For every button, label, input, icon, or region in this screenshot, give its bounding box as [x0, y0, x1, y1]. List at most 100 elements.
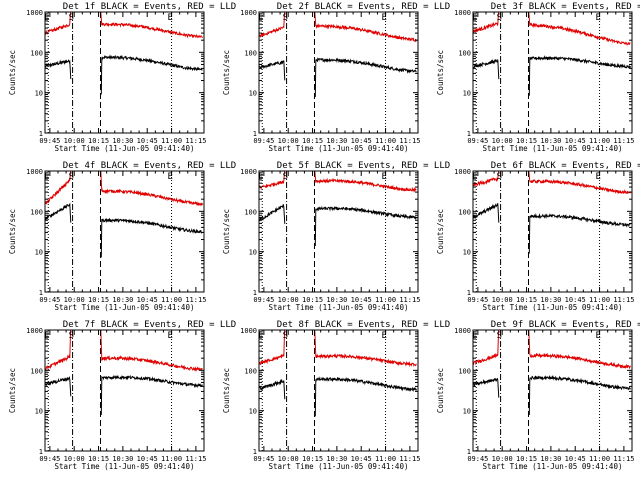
y-tick-label: 100: [458, 208, 471, 216]
y-axis-label: Counts/sec: [436, 209, 445, 254]
x-tick-label: 10:30: [112, 296, 133, 304]
series-line: [473, 59, 500, 80]
marker-label: S: [69, 331, 74, 341]
x-tick-label: 10:15: [302, 296, 323, 304]
series-line: [45, 202, 72, 223]
series-line: [528, 329, 631, 370]
x-tick-label: 09:45: [467, 137, 488, 145]
y-tick-label: 1000: [240, 9, 257, 17]
y-tick-label: 1: [39, 289, 43, 297]
x-axis-label: Start Time (11-Jun-05 09:41:40): [55, 144, 195, 153]
y-tick-label: 10: [35, 408, 43, 416]
y-tick-label: 100: [30, 367, 43, 375]
x-tick-label: 09:45: [253, 455, 274, 463]
marker-label: E: [596, 172, 601, 182]
x-tick-label: 10:45: [351, 455, 372, 463]
y-axis-label: Counts/sec: [222, 50, 231, 95]
x-tick-label: 11:00: [589, 455, 610, 463]
x-tick-label: 10:30: [326, 455, 347, 463]
x-tick-label: 10:30: [326, 137, 347, 145]
x-tick-label: 11:00: [589, 137, 610, 145]
x-tick-label: 10:15: [302, 455, 323, 463]
x-tick-label: 11:15: [185, 455, 206, 463]
plot-frame: [258, 11, 419, 134]
series-line: [528, 170, 631, 194]
series-line: [314, 205, 417, 247]
chart-title: Det 6f BLACK = Events, RED = LLD: [491, 161, 640, 171]
y-tick-label: 100: [244, 49, 257, 57]
x-tick-label: 10:00: [278, 455, 299, 463]
x-tick-label: 10:15: [88, 137, 109, 145]
x-tick-label: 10:30: [112, 137, 133, 145]
x-tick-label: 10:00: [492, 137, 513, 145]
y-tick-label: 1000: [454, 168, 471, 176]
series-line: [528, 55, 631, 96]
series-line: [314, 329, 417, 368]
y-tick-label: 100: [30, 49, 43, 57]
y-axis-label: Counts/sec: [222, 368, 231, 413]
x-tick-label: 11:15: [185, 137, 206, 145]
x-tick-label: 09:45: [253, 137, 274, 145]
x-tick-label: 10:45: [565, 296, 586, 304]
y-tick-label: 100: [458, 367, 471, 375]
x-tick-label: 11:00: [375, 137, 396, 145]
y-tick-label: 10: [463, 408, 471, 416]
x-tick-label: 11:00: [161, 296, 182, 304]
marker-label: S: [283, 172, 288, 182]
x-tick-label: 11:15: [185, 296, 206, 304]
x-tick-label: 11:00: [161, 455, 182, 463]
y-tick-label: 1: [39, 130, 43, 138]
marker-label: S: [497, 13, 502, 23]
y-tick-label: 1000: [26, 327, 43, 335]
series-line: [473, 377, 500, 398]
x-tick-label: 10:00: [64, 455, 85, 463]
x-tick-label: 10:15: [88, 455, 109, 463]
x-tick-label: 11:00: [589, 296, 610, 304]
marker-label: E: [382, 331, 387, 341]
marker-label: E: [596, 13, 601, 23]
series-line: [45, 375, 72, 397]
detector-panel: Det 8f BLACK = Events, RED = LLDESE11010…: [222, 320, 450, 471]
x-tick-label: 10:45: [351, 296, 372, 304]
y-tick-label: 1000: [26, 168, 43, 176]
x-tick-label: 11:15: [613, 455, 634, 463]
series-line: [528, 212, 631, 254]
series-line: [100, 374, 203, 416]
x-tick-label: 10:45: [351, 137, 372, 145]
y-tick-label: 100: [30, 208, 43, 216]
chart-title: Det 3f BLACK = Events, RED = LLD: [491, 2, 640, 12]
y-tick-label: 1: [467, 130, 471, 138]
series-line: [259, 11, 286, 38]
marker-label: E: [168, 13, 173, 23]
chart-title: Det 2f BLACK = Events, RED = LLD: [277, 2, 450, 12]
detector-panel: Det 5f BLACK = Events, RED = LLDESE11010…: [222, 161, 450, 312]
chart-title: Det 8f BLACK = Events, RED = LLD: [277, 320, 450, 330]
series-line: [314, 11, 417, 43]
x-tick-label: 10:00: [492, 296, 513, 304]
y-tick-label: 1000: [240, 327, 257, 335]
x-axis-label: Start Time (11-Jun-05 09:41:40): [483, 462, 623, 471]
x-tick-label: 09:45: [467, 455, 488, 463]
x-tick-label: 10:15: [88, 296, 109, 304]
x-tick-label: 10:30: [540, 296, 561, 304]
x-tick-label: 10:45: [565, 137, 586, 145]
marker-label: S: [283, 331, 288, 341]
y-tick-label: 1: [39, 448, 43, 456]
series-line: [528, 11, 631, 46]
series-line: [100, 54, 203, 95]
y-tick-label: 10: [249, 90, 257, 98]
y-axis-label: Counts/sec: [436, 50, 445, 95]
x-tick-label: 10:30: [540, 455, 561, 463]
x-tick-label: 10:45: [137, 455, 158, 463]
series-line: [45, 11, 72, 35]
y-tick-label: 100: [244, 208, 257, 216]
detector-panel: Det 2f BLACK = Events, RED = LLDESE11010…: [222, 2, 450, 153]
marker-label: S: [497, 331, 502, 341]
marker-label: S: [283, 13, 288, 23]
x-tick-label: 10:00: [278, 296, 299, 304]
x-axis-label: Start Time (11-Jun-05 09:41:40): [55, 462, 195, 471]
series-line: [259, 378, 286, 400]
y-axis-label: Counts/sec: [8, 50, 17, 95]
x-tick-label: 10:15: [516, 296, 537, 304]
